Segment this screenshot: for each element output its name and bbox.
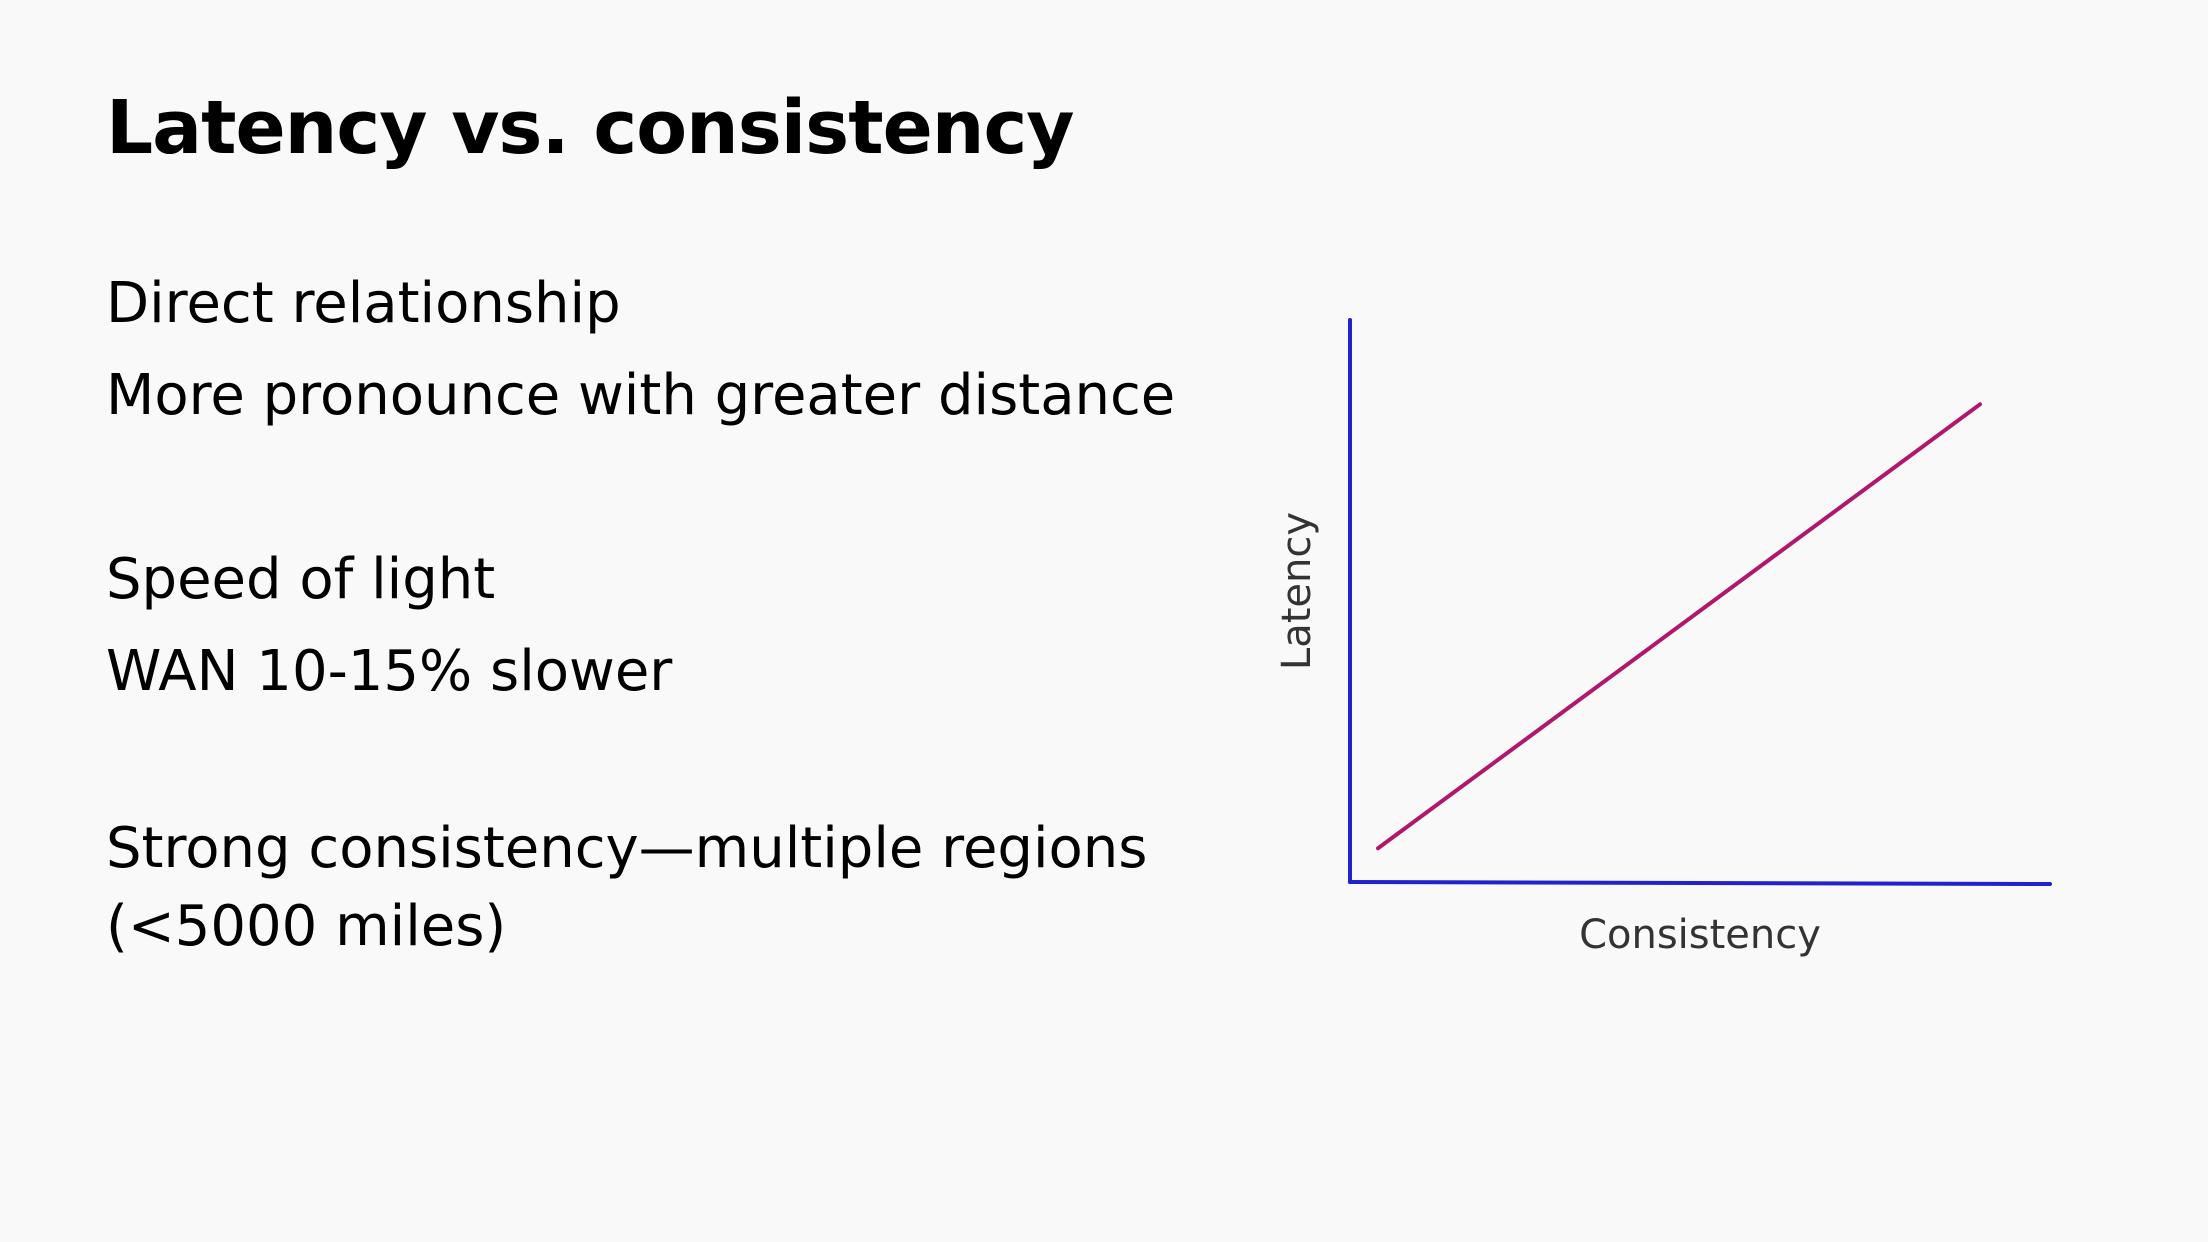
bullet-group-consistency: Strong consistency—multiple regions (<50… [106, 810, 1246, 966]
bullet-direct-relationship: Direct relationship [106, 271, 621, 336]
x-axis-label: Consistency [1579, 912, 1821, 958]
bullet-distance: More pronounce with greater distance [106, 363, 1176, 428]
bullet-list: Direct relationship More pronounce with … [106, 258, 1246, 1058]
latency-consistency-series-line [1376, 402, 1982, 851]
bullet-group-relationship: Direct relationship More pronounce with … [106, 258, 1246, 442]
slide-title: Latency vs. consistency [106, 85, 1075, 171]
x-axis [1348, 880, 2052, 886]
y-axis-label: Latency [1274, 512, 1320, 670]
bullet-wan: WAN 10-15% slower [106, 639, 673, 704]
bullet-speed-of-light: Speed of light [106, 547, 496, 612]
bullet-strong-consistency: Strong consistency—multiple regions (<50… [106, 816, 1148, 959]
bullet-group-speed: Speed of light WAN 10-15% slower [106, 534, 1246, 718]
